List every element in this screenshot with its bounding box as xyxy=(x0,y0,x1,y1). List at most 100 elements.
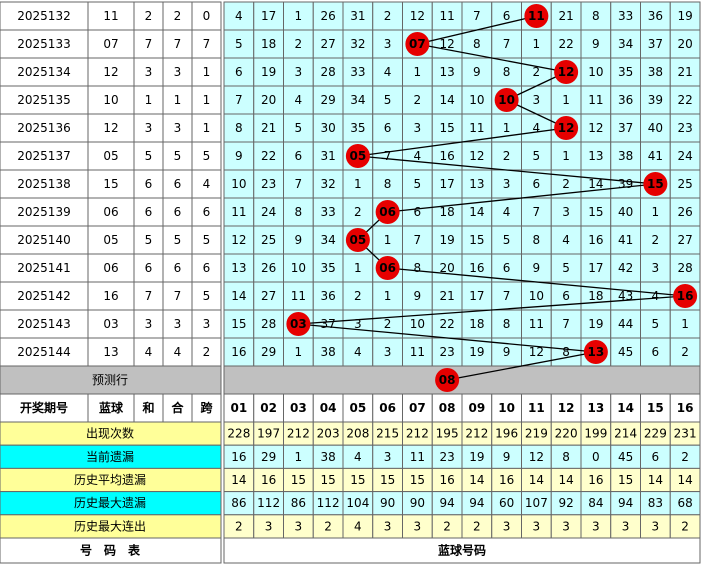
miss-count: 7 xyxy=(503,289,511,303)
he-text: 5 xyxy=(174,233,182,247)
period-text: 2025142 xyxy=(17,289,70,303)
stat-value: 16 xyxy=(499,473,514,487)
cell xyxy=(133,197,164,227)
grid-cell xyxy=(283,29,314,59)
trend-line xyxy=(298,295,686,325)
header-number: 16 xyxy=(677,401,694,415)
miss-count: 19 xyxy=(469,345,484,359)
sum-text: 3 xyxy=(145,65,153,79)
grid-cell xyxy=(431,113,463,143)
stat-value: 3 xyxy=(265,519,273,533)
miss-count: 45 xyxy=(618,345,633,359)
cell xyxy=(133,225,164,255)
trend-line xyxy=(387,183,656,213)
grid-cell xyxy=(431,57,463,87)
miss-count: 25 xyxy=(261,233,276,247)
grid-cell xyxy=(431,337,463,367)
miss-count: 18 xyxy=(261,37,276,51)
cell xyxy=(162,253,193,283)
miss-count: 4 xyxy=(354,345,362,359)
miss-count: 1 xyxy=(533,37,541,51)
miss-count: 22 xyxy=(261,149,276,163)
grid-cell xyxy=(491,309,522,339)
miss-count: 19 xyxy=(261,65,276,79)
miss-count: 23 xyxy=(677,121,692,135)
cell xyxy=(162,309,193,339)
miss-count: 14 xyxy=(231,289,246,303)
miss-count: 27 xyxy=(677,233,692,247)
grid-cell xyxy=(431,309,463,339)
sum-text: 3 xyxy=(145,317,153,331)
grid-cell xyxy=(580,57,612,87)
stat-value: 8 xyxy=(562,450,570,464)
blue-text: 15 xyxy=(103,177,118,191)
footer-cell xyxy=(223,537,701,564)
grid-cell xyxy=(461,57,493,87)
grid-cell xyxy=(223,225,255,255)
he-text: 6 xyxy=(174,177,182,191)
miss-count: 3 xyxy=(414,121,422,135)
grid-cell xyxy=(223,1,255,31)
stat-value: 228 xyxy=(227,427,250,441)
miss-count: 32 xyxy=(320,177,335,191)
red-ball xyxy=(673,284,698,308)
he-text: 7 xyxy=(174,289,182,303)
stat-label: 当前遗漏 xyxy=(86,449,134,464)
stat-value: 104 xyxy=(346,496,369,510)
miss-count: 7 xyxy=(384,149,392,163)
miss-count: 2 xyxy=(503,149,511,163)
stat-value: 229 xyxy=(644,427,667,441)
span-text: 3 xyxy=(203,317,211,331)
miss-count: 20 xyxy=(439,261,454,275)
grid-cell xyxy=(253,225,284,255)
grid-cell xyxy=(283,225,314,255)
miss-count: 1 xyxy=(414,65,422,79)
miss-count: 4 xyxy=(414,149,422,163)
grid-cell xyxy=(669,141,701,171)
miss-count: 27 xyxy=(261,289,276,303)
ball-number: 06 xyxy=(379,261,396,275)
cell xyxy=(0,309,89,339)
grid-cell xyxy=(223,309,255,339)
miss-count: 5 xyxy=(503,233,511,247)
miss-count: 2 xyxy=(562,177,570,191)
miss-count: 8 xyxy=(562,345,570,359)
grid-cell xyxy=(521,29,552,59)
miss-count: 39 xyxy=(618,177,633,191)
grid-cell xyxy=(580,197,612,227)
sum-text: 6 xyxy=(145,261,153,275)
miss-count: 36 xyxy=(618,93,633,107)
stat-value: 3 xyxy=(592,519,600,533)
span-text: 5 xyxy=(203,233,211,247)
miss-count: 5 xyxy=(295,121,303,135)
grid-cell xyxy=(312,253,344,283)
stat-value: 9 xyxy=(503,450,511,464)
miss-count: 3 xyxy=(295,65,303,79)
cell xyxy=(0,113,89,143)
stat-label: 历史最大遗漏 xyxy=(74,496,146,510)
miss-count: 17 xyxy=(261,9,276,23)
miss-count: 3 xyxy=(562,205,570,219)
header-text: 合 xyxy=(171,400,184,415)
miss-count: 34 xyxy=(350,93,365,107)
miss-count: 4 xyxy=(295,93,303,107)
grid-cell xyxy=(223,253,255,283)
miss-count: 13 xyxy=(469,177,484,191)
stat-value: 3 xyxy=(384,519,392,533)
header-number: 07 xyxy=(409,401,426,415)
miss-count: 14 xyxy=(439,93,454,107)
miss-count: 7 xyxy=(473,9,481,23)
miss-count: 26 xyxy=(677,205,692,219)
miss-count: 10 xyxy=(291,261,306,275)
grid-cell xyxy=(521,225,552,255)
sum-text: 5 xyxy=(145,149,153,163)
sum-text: 7 xyxy=(145,289,153,303)
red-ball xyxy=(554,116,579,140)
miss-count: 10 xyxy=(231,177,246,191)
miss-count: 32 xyxy=(350,37,365,51)
stat-value: 196 xyxy=(495,427,518,441)
blue-text: 16 xyxy=(103,289,118,303)
cell xyxy=(191,29,222,59)
stat-value: 3 xyxy=(562,519,570,533)
stat-value: 15 xyxy=(350,473,365,487)
